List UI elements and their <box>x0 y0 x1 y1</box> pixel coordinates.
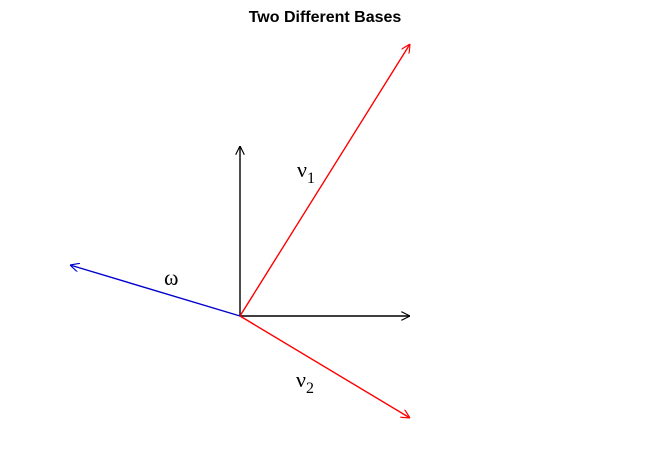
vector-w-arrow <box>70 265 241 317</box>
vector-v2-arrow <box>239 315 410 418</box>
vectors-layer <box>70 44 410 418</box>
omega-label: ω <box>164 265 178 290</box>
v1-label: ν1 <box>297 157 315 187</box>
v2-label: ν2 <box>296 367 314 397</box>
diagram-title: Two Different Bases <box>249 9 402 26</box>
vector-v1-arrow <box>239 44 410 317</box>
